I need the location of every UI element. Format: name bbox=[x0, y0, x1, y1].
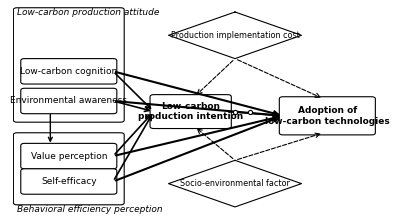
Text: Self-efficacy: Self-efficacy bbox=[41, 177, 97, 186]
FancyBboxPatch shape bbox=[21, 143, 117, 169]
Text: Low-carbon
production intention: Low-carbon production intention bbox=[138, 102, 243, 121]
Text: Socio-environmental factor: Socio-environmental factor bbox=[180, 179, 290, 188]
Text: Behavioral efficiency perception: Behavioral efficiency perception bbox=[17, 205, 163, 214]
Text: Adoption of
low-carbon technologies: Adoption of low-carbon technologies bbox=[265, 106, 390, 125]
Text: Low-carbon production attitude: Low-carbon production attitude bbox=[17, 8, 160, 17]
FancyBboxPatch shape bbox=[150, 95, 231, 128]
FancyBboxPatch shape bbox=[21, 169, 117, 194]
Text: Value perception: Value perception bbox=[30, 152, 107, 161]
Text: Production implementation cost: Production implementation cost bbox=[171, 31, 299, 40]
FancyBboxPatch shape bbox=[279, 97, 375, 135]
FancyBboxPatch shape bbox=[21, 59, 117, 84]
Text: Environmental awareness: Environmental awareness bbox=[10, 97, 127, 105]
FancyBboxPatch shape bbox=[21, 88, 117, 114]
Text: Low-carbon cognition: Low-carbon cognition bbox=[20, 67, 118, 76]
